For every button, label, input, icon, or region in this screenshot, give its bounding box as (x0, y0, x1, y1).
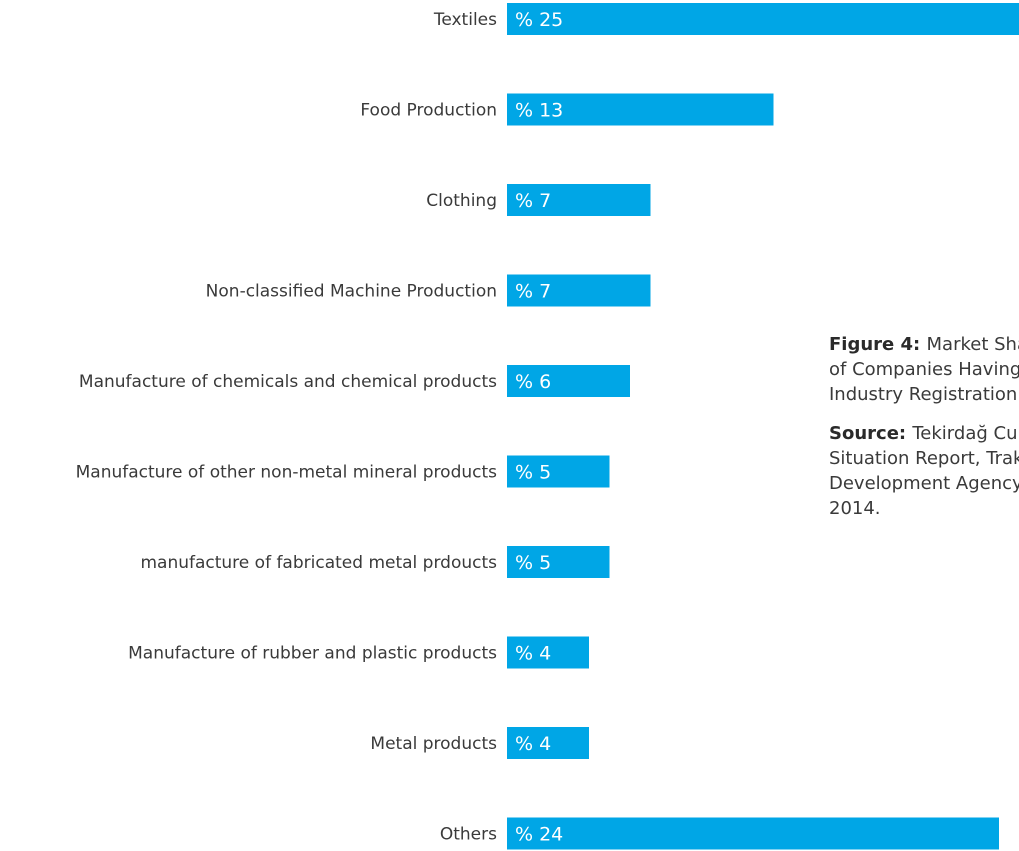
category-label: Manufacture of other non-metal mineral p… (76, 463, 498, 483)
category-label: manufacture of fabricated metal prdoucts (140, 553, 497, 573)
value-label: % 13 (515, 100, 563, 122)
bar (507, 636, 589, 669)
source-text: Tekirdağ Current Situation Report, Traky… (829, 423, 1019, 519)
category-label: Manufacture of rubber and plastic produc… (128, 644, 497, 664)
value-label: % 7 (515, 190, 551, 212)
bar (507, 3, 1019, 35)
source-label: Source: (829, 423, 913, 444)
category-label: Clothing (426, 191, 497, 211)
category-label: Metal products (370, 734, 497, 754)
figure-text: Market Shares of Companies Having Indust… (829, 334, 1019, 405)
figure-source: Source: Tekirdağ Current Situation Repor… (829, 421, 1019, 521)
value-label: % 4 (515, 643, 551, 665)
bar (507, 727, 589, 759)
category-label: Manufacture of chemicals and chemical pr… (79, 372, 497, 392)
bar (507, 455, 610, 488)
figure-label: Figure 4: (829, 334, 927, 355)
value-label: % 6 (515, 371, 551, 393)
category-label: Food Production (360, 101, 497, 121)
category-label: Others (440, 825, 497, 845)
bar (507, 817, 999, 850)
bar (507, 546, 610, 578)
figure-title: Figure 4: Market Shares of Companies Hav… (829, 332, 1019, 407)
value-label: % 5 (515, 552, 551, 574)
bar (507, 274, 651, 307)
bar (507, 93, 774, 126)
value-label: % 5 (515, 462, 551, 484)
value-label: % 25 (515, 9, 563, 31)
value-label: % 4 (515, 733, 551, 755)
bar (507, 184, 651, 216)
figure-caption: Figure 4: Market Shares of Companies Hav… (829, 332, 1019, 535)
value-label: % 7 (515, 281, 551, 303)
category-label: Textiles (433, 10, 497, 30)
value-label: % 24 (515, 824, 563, 846)
bar (507, 365, 630, 397)
category-label: Non-classified Machine Production (206, 282, 497, 302)
